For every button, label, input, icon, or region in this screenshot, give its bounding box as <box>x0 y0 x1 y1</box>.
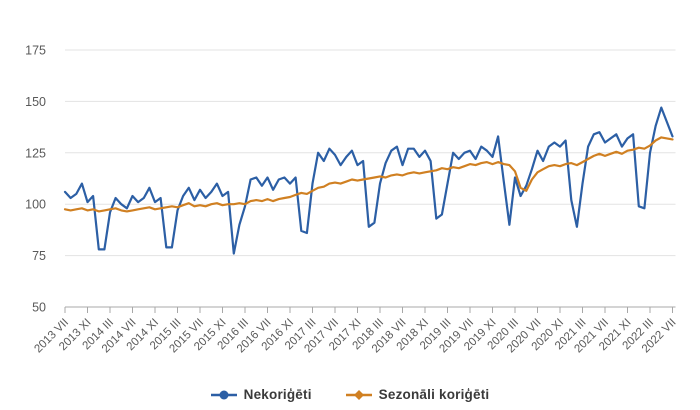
legend-marker-diamond-icon <box>345 389 372 400</box>
chart-legend: Nekoriģēti Sezonāli koriģēti <box>0 387 700 402</box>
svg-text:75: 75 <box>32 249 46 263</box>
svg-text:150: 150 <box>25 95 46 109</box>
legend-marker-circle-icon <box>210 390 237 399</box>
svg-text:175: 175 <box>25 44 46 58</box>
svg-text:100: 100 <box>25 198 46 212</box>
svg-text:50: 50 <box>32 301 46 315</box>
legend-label-sezonali-korigeti: Sezonāli koriģēti <box>378 387 490 402</box>
legend-item-sezonali-korigeti[interactable]: Sezonāli koriģēti <box>345 387 490 402</box>
svg-text:125: 125 <box>25 146 46 160</box>
legend-item-nekorigeti[interactable]: Nekoriģēti <box>210 387 312 402</box>
legend-label-nekorigeti: Nekoriģēti <box>243 387 312 402</box>
